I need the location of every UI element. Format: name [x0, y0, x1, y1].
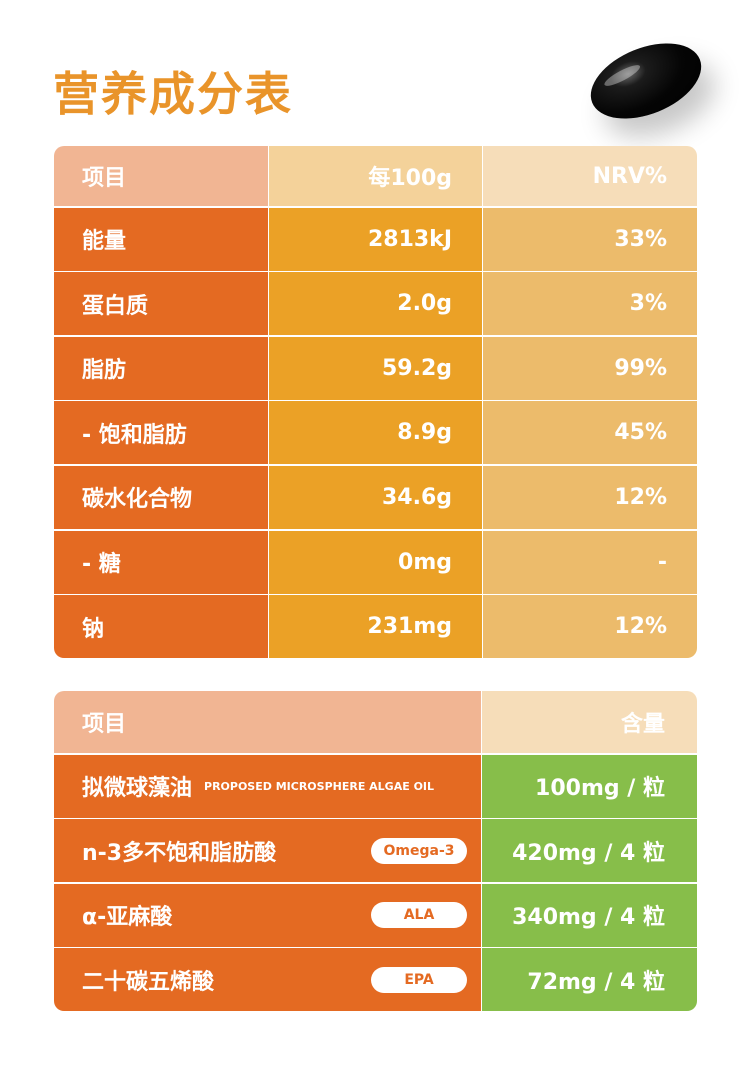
nutrient-name: 蛋白质 — [54, 272, 268, 336]
nutrition-table: 项目 每100g NRV% 能量 2813kJ 33% 蛋白质 2.0g 3% … — [54, 146, 697, 659]
ingredient-amount: 420mg / 4 粒 — [482, 819, 697, 883]
table-row: 拟微球藻油 PROPOSED MICROSPHERE ALGAE OIL 100… — [54, 754, 697, 818]
ingredient-name: 拟微球藻油 — [82, 776, 193, 802]
nutrient-name: - 糖 — [54, 530, 268, 594]
nutrient-nrv: 3% — [483, 272, 697, 336]
ingredient-name: α-亚麻酸 — [82, 905, 173, 931]
nutrient-nrv: - — [483, 530, 697, 594]
table-row: 二十碳五烯酸 EPA 72mg / 4 粒 — [54, 948, 697, 1012]
nutrient-nrv: 33% — [483, 207, 697, 271]
ingredient-tag: Omega-3 — [371, 837, 467, 864]
table-row: 碳水化合物 34.6g 12% — [54, 465, 697, 529]
nutrition-table-header: 项目 每100g NRV% — [54, 146, 697, 206]
table-row: 蛋白质 2.0g 3% — [54, 272, 697, 336]
ingredient-cell: n-3多不饱和脂肪酸 Omega-3 — [54, 819, 481, 883]
header-item: 项目 — [54, 691, 481, 753]
table-row: 能量 2813kJ 33% — [54, 207, 697, 271]
ingredient-amount: 72mg / 4 粒 — [482, 948, 697, 1012]
nutrient-nrv: 12% — [483, 465, 697, 529]
ingredient-amount: 340mg / 4 粒 — [482, 883, 697, 947]
nutrient-name: - 饱和脂肪 — [54, 401, 268, 465]
content-table: 项目 含量 拟微球藻油 PROPOSED MICROSPHERE ALGAE O… — [54, 691, 697, 1012]
nutrient-nrv: 12% — [483, 595, 697, 659]
ingredient-name: 二十碳五烯酸 — [82, 969, 215, 995]
nutrient-per-100g: 231mg — [269, 595, 482, 659]
header-item: 项目 — [54, 146, 268, 206]
ingredient-amount: 100mg / 粒 — [482, 754, 697, 818]
table-row: α-亚麻酸 ALA 340mg / 4 粒 — [54, 883, 697, 947]
table-row: - 饱和脂肪 8.9g 45% — [54, 401, 697, 465]
nutrient-per-100g: 2813kJ — [269, 207, 482, 271]
ingredient-cell: 拟微球藻油 PROPOSED MICROSPHERE ALGAE OIL — [54, 754, 481, 818]
nutrient-per-100g: 59.2g — [269, 336, 482, 400]
nutrient-name: 脂肪 — [54, 336, 268, 400]
nutrient-per-100g: 0mg — [269, 530, 482, 594]
page-title: 营养成分表 — [53, 67, 293, 121]
header-amount: 含量 — [482, 691, 697, 753]
nutrient-per-100g: 2.0g — [269, 272, 482, 336]
header-per-100g: 每100g — [269, 146, 482, 206]
ingredient-tag: ALA — [371, 902, 467, 929]
nutrient-per-100g: 8.9g — [269, 401, 482, 465]
table-row: 钠 231mg 12% — [54, 595, 697, 659]
table-row: 脂肪 59.2g 99% — [54, 336, 697, 400]
nutrient-name: 钠 — [54, 595, 268, 659]
header-nrv: NRV% — [483, 146, 697, 206]
table-row: - 糖 0mg - — [54, 530, 697, 594]
nutrient-per-100g: 34.6g — [269, 465, 482, 529]
content-table-header: 项目 含量 — [54, 691, 697, 753]
table-row: n-3多不饱和脂肪酸 Omega-3 420mg / 4 粒 — [54, 819, 697, 883]
ingredient-name: n-3多不饱和脂肪酸 — [82, 840, 277, 866]
nutrient-name: 能量 — [54, 207, 268, 271]
nutrient-nrv: 99% — [483, 336, 697, 400]
nutrient-nrv: 45% — [483, 401, 697, 465]
ingredient-tag: EPA — [371, 966, 467, 993]
ingredient-cell: 二十碳五烯酸 EPA — [54, 948, 481, 1012]
ingredient-cell: α-亚麻酸 ALA — [54, 883, 481, 947]
softgel-capsule-image — [579, 28, 713, 134]
ingredient-subtitle: PROPOSED MICROSPHERE ALGAE OIL — [204, 779, 435, 793]
nutrient-name: 碳水化合物 — [54, 465, 268, 529]
